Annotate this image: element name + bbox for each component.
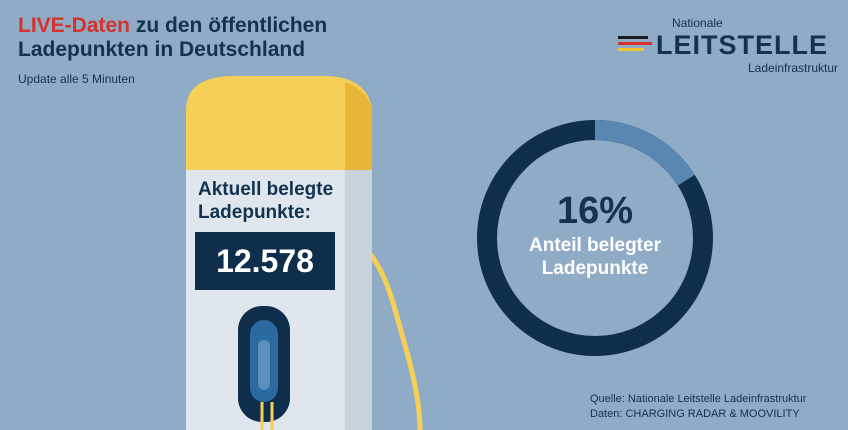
charging-socket-highlight [258,340,270,390]
charger-cap [186,76,372,170]
occupied-points-counter: 12.578 [195,232,335,290]
charger-cap-shade [345,82,372,170]
source-line-2: Daten: CHARGING RADAR & MOOVILITY [590,407,806,422]
occupied-points-label: Aktuell belegte Ladepunkte: [198,178,348,224]
source-line-1: Quelle: Nationale Leitstelle Ladeinfrast… [590,392,806,407]
occupancy-ring-text: 16% Anteil belegter Ladepunkte [495,190,695,280]
occupancy-label: Anteil belegter Ladepunkte [495,234,695,280]
source-note: Quelle: Nationale Leitstelle Ladeinfrast… [590,392,806,422]
charger-side-shade [345,162,372,430]
occupancy-percentage: 16% [495,190,695,232]
